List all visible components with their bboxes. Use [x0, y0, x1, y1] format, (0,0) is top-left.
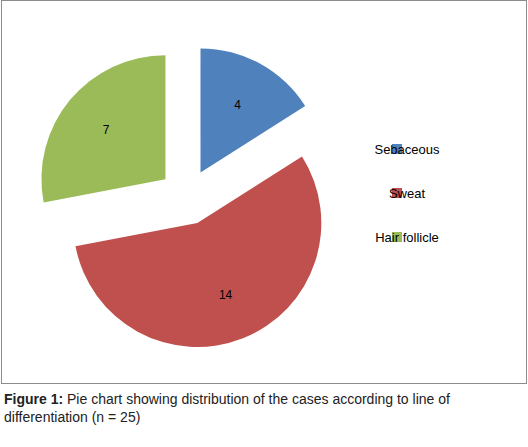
svg-text:7: 7 [103, 123, 110, 137]
svg-text:Sebaceous: Sebaceous [374, 142, 440, 157]
svg-text:4: 4 [234, 98, 241, 112]
svg-text:Hair follicle: Hair follicle [375, 230, 439, 245]
svg-text:Sweat: Sweat [389, 186, 426, 201]
svg-text:14: 14 [219, 288, 233, 302]
html-text:Figure 1: Pie chart showing di: Figure 1: Pie chart showing distribution… [4, 391, 450, 425]
